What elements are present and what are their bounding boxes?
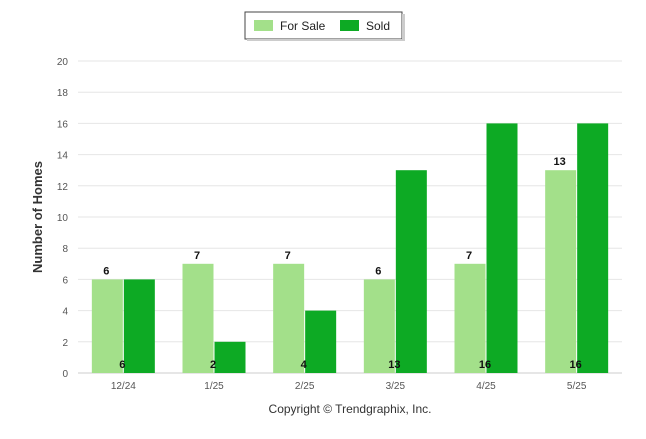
legend: For Sale Sold [244, 11, 405, 41]
bars [91, 123, 609, 374]
data-label-sold: 16 [570, 359, 582, 371]
data-label-for-sale: 7 [285, 250, 291, 262]
legend-swatch-for-sale [254, 20, 273, 31]
legend-shadow-bottom [247, 39, 405, 41]
bar-for-sale [91, 279, 123, 373]
bar-for-sale [454, 263, 486, 373]
legend-label-for-sale: For Sale [280, 19, 326, 33]
copyright-text: Copyright © Trendgraphix, Inc. [269, 402, 432, 416]
data-label-for-sale: 6 [375, 265, 381, 277]
y-tick-label: 6 [62, 275, 68, 286]
bar-sold [305, 310, 337, 373]
data-label-sold: 16 [479, 359, 491, 371]
y-tick-label: 8 [62, 244, 68, 255]
data-label-for-sale: 7 [194, 250, 200, 262]
y-tick-label: 20 [57, 57, 69, 68]
y-tick-label: 14 [57, 151, 69, 162]
x-tick-label: 4/25 [476, 381, 496, 392]
bar-for-sale [363, 279, 395, 373]
legend-label-sold: Sold [366, 19, 390, 33]
x-tick-label: 12/24 [111, 381, 136, 392]
y-tick-label: 0 [62, 369, 68, 380]
data-label-for-sale: 13 [554, 156, 566, 168]
data-label-sold: 2 [210, 359, 216, 371]
bar-for-sale [273, 263, 305, 373]
x-tick-label: 2/25 [295, 381, 315, 392]
data-label-sold: 4 [301, 359, 308, 371]
data-labels: 6 6 7 2 7 4 6 13 7 16 13 16 [103, 156, 582, 371]
data-label-sold: 13 [388, 359, 400, 371]
data-label-for-sale: 7 [466, 250, 472, 262]
data-label-for-sale: 6 [103, 265, 109, 277]
data-label-sold: 6 [119, 359, 125, 371]
y-axis-ticks: 0 2 4 6 8 10 12 14 16 18 20 [57, 57, 69, 380]
bar-for-sale [545, 170, 577, 373]
bar-sold [123, 279, 155, 373]
y-tick-label: 4 [62, 307, 68, 318]
bar-sold [395, 170, 427, 373]
gridlines [78, 60, 622, 374]
y-tick-label: 2 [62, 338, 68, 349]
y-tick-label: 16 [57, 119, 69, 130]
bar-sold [486, 123, 518, 374]
x-axis-ticks: 12/24 1/25 2/25 3/25 4/25 5/25 [111, 381, 587, 392]
y-tick-label: 10 [57, 213, 69, 224]
y-tick-label: 12 [57, 182, 69, 193]
y-tick-label: 18 [57, 88, 69, 99]
bar-for-sale [182, 263, 214, 373]
x-tick-label: 1/25 [204, 381, 224, 392]
x-tick-label: 5/25 [567, 381, 587, 392]
bar-sold [214, 341, 246, 373]
legend-shadow [402, 14, 405, 41]
y-axis-title: Number of Homes [30, 161, 45, 273]
legend-swatch-sold [340, 20, 359, 31]
bar-sold [577, 123, 609, 374]
x-tick-label: 3/25 [386, 381, 406, 392]
